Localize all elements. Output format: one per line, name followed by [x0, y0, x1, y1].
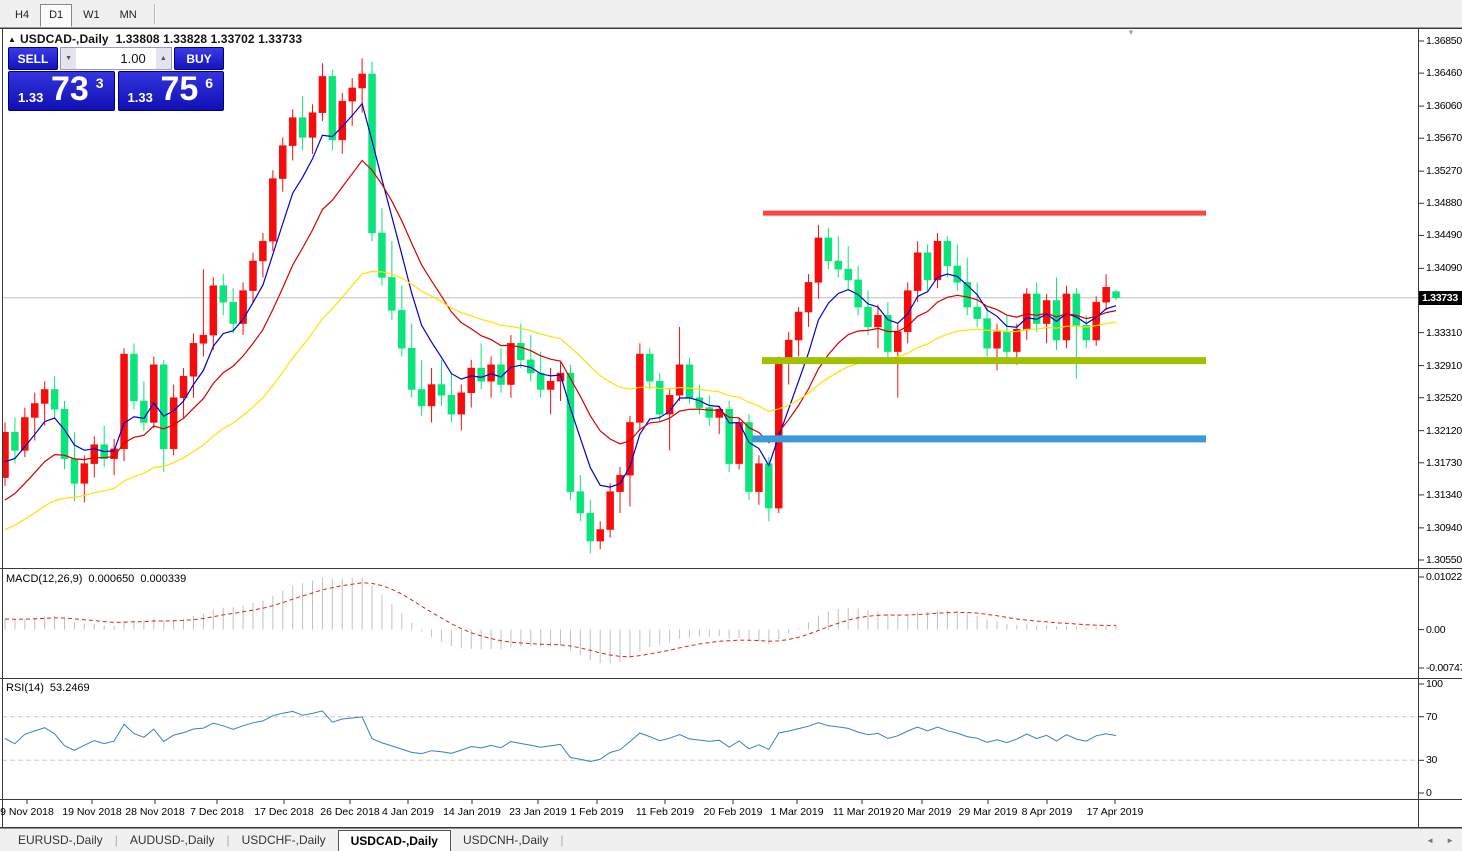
timeframe-toolbar: H4 D1 W1 MN [0, 0, 1462, 28]
tab-scroll-right-icon[interactable]: ► [1446, 835, 1454, 845]
volume-input[interactable] [76, 48, 156, 69]
price-tick-label: 1.32520 [1426, 391, 1462, 404]
date-tick-label: 26 Dec 2018 [320, 806, 380, 818]
date-tick-label: 17 Apr 2019 [1086, 806, 1144, 818]
symbol-tab-usdcnh[interactable]: USDCNH-,Daily [462, 833, 549, 847]
rsi-tick-label: 0 [1426, 787, 1432, 799]
tab-scroll-arrows: ◄ ► [1426, 836, 1454, 845]
date-tick-label: 7 Dec 2018 [190, 806, 244, 818]
date-tick-label: 4 Jan 2019 [382, 806, 434, 818]
tab-separator: | [114, 833, 118, 847]
buy-price-big: 75 [160, 70, 199, 108]
date-tick-label: 20 Mar 2019 [892, 806, 952, 818]
date-tick-label: 11 Mar 2019 [832, 806, 892, 818]
price-tick-label: 1.35670 [1426, 132, 1462, 145]
symbol-tab-bar: EURUSD-,Daily | AUDUSD-,Daily | USDCHF-,Dail… [0, 828, 1462, 851]
rsi-tick-label: 100 [1426, 678, 1443, 690]
timeframe-tab-w1[interactable]: W1 [83, 9, 100, 21]
macd-tick-label: 0.010229 [1426, 571, 1462, 583]
date-tick-label: 28 Nov 2018 [125, 806, 185, 818]
main-chart[interactable] [2, 58, 1419, 554]
tab-separator: | [226, 833, 230, 847]
macd-tick-label: 0.00 [1426, 623, 1446, 636]
date-tick-label: 17 Dec 2018 [254, 806, 314, 818]
rsi-label: RSI(14) 53.2469 [6, 682, 90, 694]
price-tick-label: 1.34490 [1426, 229, 1462, 242]
date-tick-label: 23 Jan 2019 [509, 806, 567, 818]
date-tick-label: 8 Apr 2019 [1021, 806, 1073, 818]
ma-mid [4, 159, 1117, 501]
price-tick-label: 1.30550 [1426, 554, 1462, 566]
one-click-trade-panel: SELL ▼ ▲ BUY 1.33 73 3 1.33 75 6 [8, 47, 224, 111]
buy-button[interactable]: BUY [174, 47, 224, 70]
sell-price-big: 73 [51, 70, 89, 108]
tab-separator: | [560, 833, 564, 847]
price-tick-label: 1.34880 [1426, 197, 1462, 210]
current-price-badge: 1.33733 [1419, 290, 1462, 305]
price-tick-label: 1.32910 [1426, 359, 1462, 372]
symbol-tab-eurusd[interactable]: EURUSD-,Daily [18, 833, 103, 847]
macd-tick-label: -0.007477 [1426, 662, 1462, 674]
ma-fast [4, 102, 1117, 488]
date-tick-label: 19 Nov 2018 [62, 806, 122, 818]
chart-title: ▲ USDCAD-,Daily 1.33808 1.33828 1.33702 1… [8, 32, 302, 46]
date-tick-label: 29 Mar 2019 [958, 806, 1018, 818]
sell-quote[interactable]: 1.33 73 3 [8, 70, 115, 111]
rsi-tick-label: 30 [1426, 754, 1438, 767]
symbol-tab-usdcad[interactable]: USDCAD-,Daily [337, 829, 451, 851]
timeframe-tab-d1[interactable]: D1 [40, 4, 73, 27]
collapse-triangle-icon[interactable]: ▲ [8, 35, 17, 44]
date-tick-label: 1 Mar 2019 [770, 806, 824, 818]
sell-button[interactable]: SELL [8, 47, 58, 70]
sell-price-pip: 3 [95, 75, 104, 91]
price-tick-label: 1.33310 [1426, 326, 1462, 339]
buy-quote[interactable]: 1.33 75 6 [117, 70, 224, 111]
symbol-tabs: EURUSD-,Daily | AUDUSD-,Daily | USDCHF-,Dail… [6, 829, 563, 851]
volume-increase-icon[interactable]: ▲ [155, 48, 171, 69]
macd-label: MACD(12,26,9) 0.000650 0.000339 [6, 573, 187, 585]
horizontal-lines[interactable] [752, 210, 1206, 443]
price-tick-label: 1.36060 [1426, 100, 1462, 113]
date-tick-label: 14 Jan 2019 [443, 806, 501, 818]
symbol-period-label: USDCAD-,Daily [20, 32, 109, 46]
price-tick-label: 1.32120 [1426, 424, 1462, 437]
buy-price-prefix: 1.33 [127, 90, 153, 105]
date-tick-label: 1 Feb 2019 [570, 806, 624, 818]
timeframe-tab-mn[interactable]: MN [119, 9, 137, 21]
price-tick-label: 1.31340 [1426, 488, 1462, 501]
timeframe-tab-h4[interactable]: H4 [15, 9, 30, 21]
price-tick-label: 1.36850 [1426, 35, 1462, 47]
tab-scroll-left-icon[interactable]: ◄ [1426, 835, 1435, 845]
buy-price-pip: 6 [205, 75, 213, 91]
date-tick-label: 9 Nov 2018 [0, 806, 54, 818]
toolbar-separator [153, 4, 155, 24]
price-tick-label: 1.30940 [1426, 521, 1462, 534]
candles [2, 58, 1120, 554]
date-tick-label: 20 Feb 2019 [703, 806, 763, 818]
timeframe-tabs: H4 D1 W1 MN [0, 0, 1462, 27]
price-tick-label: 1.34090 [1426, 262, 1462, 275]
macd-signal-line [4, 582, 1116, 658]
rsi-line [4, 710, 1117, 763]
rsi-panel [2, 710, 1418, 763]
price-tick-label: 1.35270 [1426, 165, 1462, 178]
symbol-tab-usdchf[interactable]: USDCHF-,Daily [241, 833, 326, 847]
price-tick-label: 1.36460 [1426, 67, 1462, 80]
volume-decrease-icon[interactable]: ▼ [61, 48, 77, 69]
ma-slow [4, 270, 1117, 531]
ohlc-values: 1.33808 1.33828 1.33702 1.33733 [115, 32, 303, 46]
sell-price-prefix: 1.33 [18, 90, 44, 105]
rsi-tick-label: 70 [1426, 710, 1438, 723]
volume-box: ▼ ▲ [60, 47, 172, 70]
macd-panel [4, 577, 1117, 664]
symbol-tab-audusd[interactable]: AUDUSD-,Daily [129, 833, 215, 847]
chart-shift-marker-icon: ▼ [1127, 28, 1135, 37]
price-tick-label: 1.31730 [1426, 456, 1462, 469]
date-tick-label: 11 Feb 2019 [635, 806, 695, 818]
